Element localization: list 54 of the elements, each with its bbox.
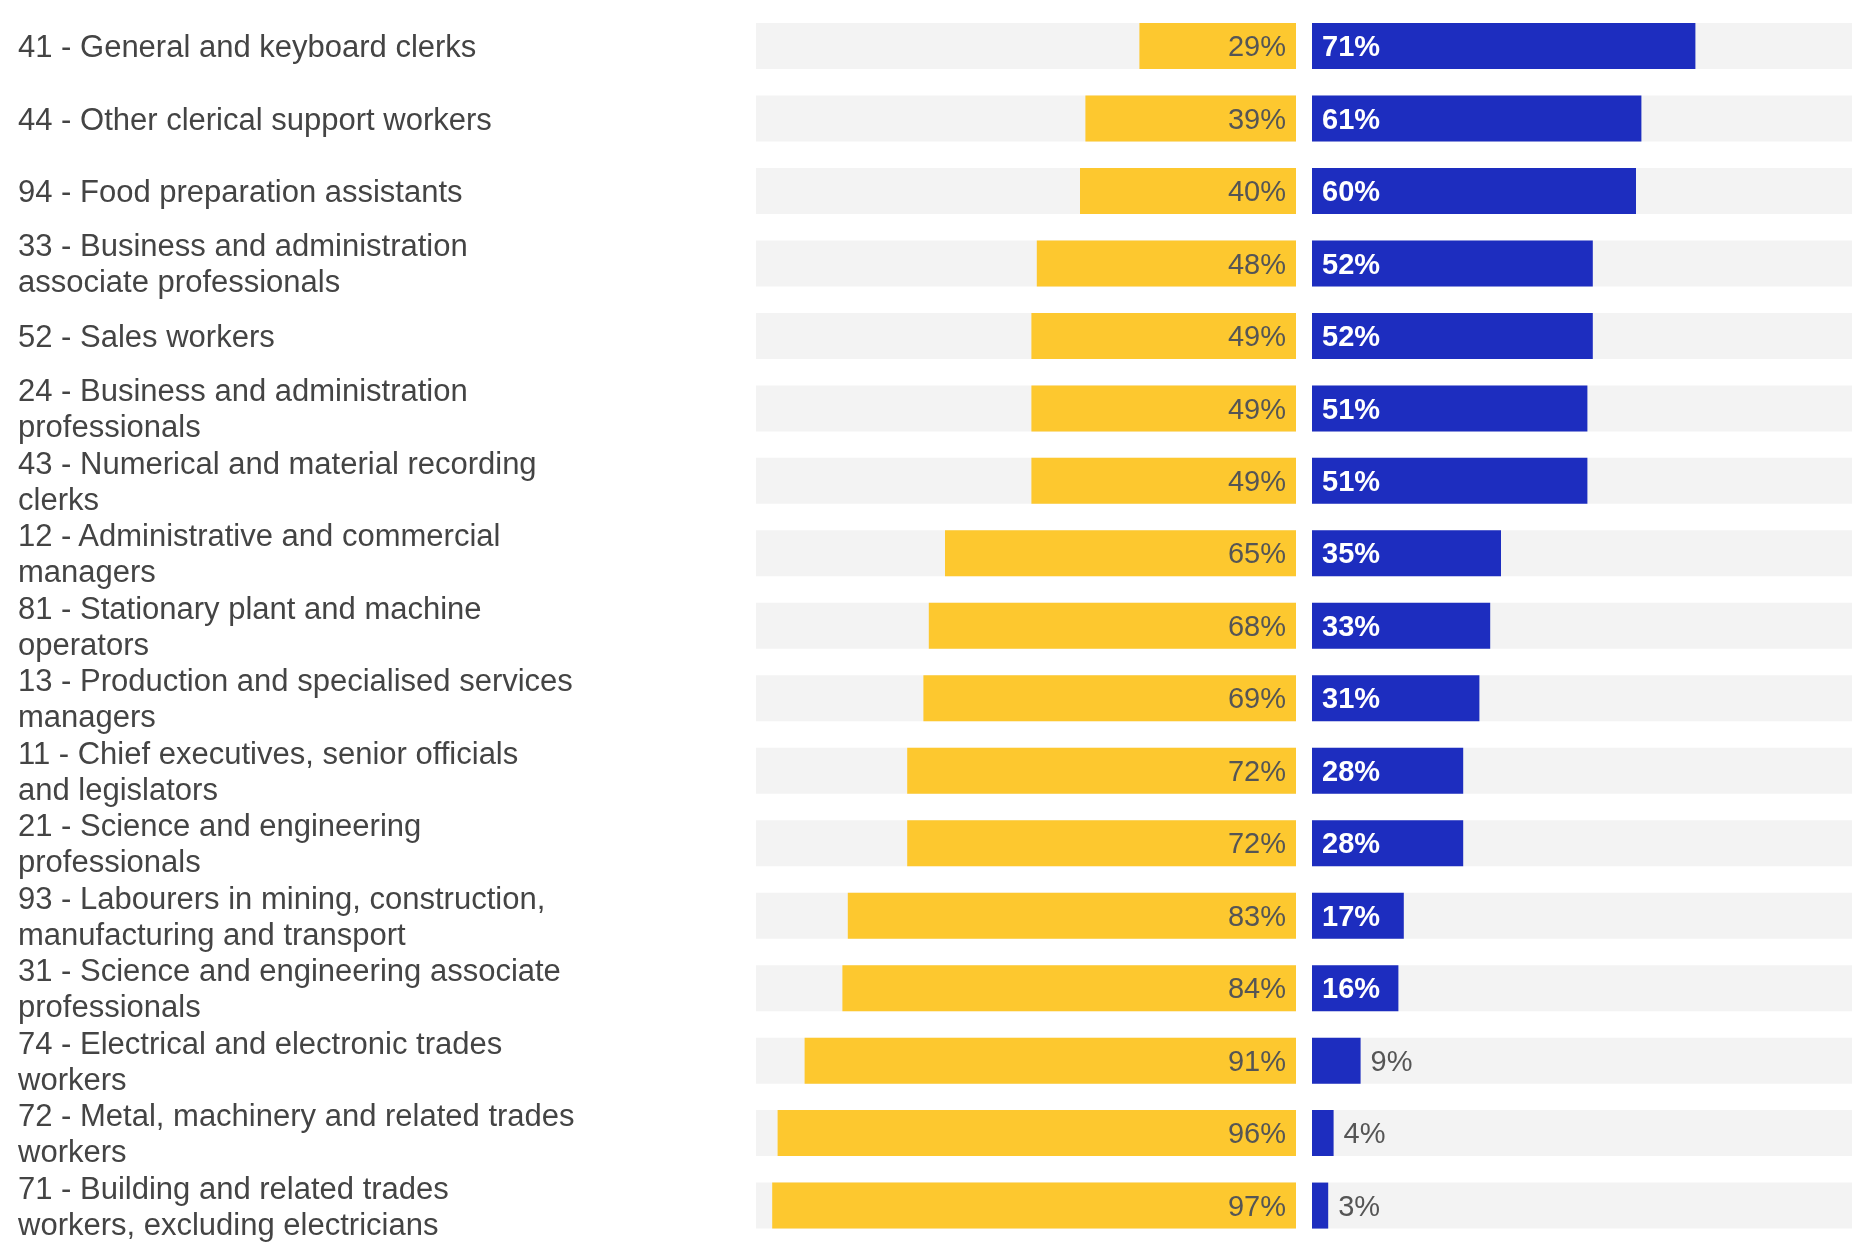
data-label: 49% bbox=[1227, 392, 1286, 425]
bar bbox=[1312, 1182, 1329, 1229]
y-tick-label: 33 - Business and administration associate professionals bbox=[18, 228, 468, 300]
data-label: 60% bbox=[1322, 175, 1381, 208]
y-tick-label: 52 - Sales workers bbox=[18, 318, 275, 354]
data-label: 40% bbox=[1227, 175, 1286, 208]
y-tick-label: 13 - Production and specialised services managers bbox=[18, 663, 573, 735]
data-label: 83% bbox=[1227, 899, 1286, 932]
data-label: 48% bbox=[1227, 247, 1286, 280]
y-tick-label: 11 - Chief executives, senior officials and legislators bbox=[18, 735, 519, 807]
y-tick-label: 71 - Building and related trades workers, excluding electricians bbox=[17, 1170, 449, 1242]
data-label: 33% bbox=[1322, 609, 1381, 642]
data-label: 28% bbox=[1322, 754, 1381, 787]
data-label: 65% bbox=[1227, 537, 1286, 570]
data-label: 28% bbox=[1322, 827, 1381, 860]
data-label: 61% bbox=[1322, 102, 1381, 135]
data-label: 91% bbox=[1227, 1044, 1286, 1077]
y-tick-label: 24 - Business and administration professionals bbox=[18, 373, 468, 445]
y-tick-label: 93 - Labourers in mining, construction, manufacturing and transport bbox=[18, 880, 546, 952]
y-tick-label: 31 - Science and engineering associate professionals bbox=[18, 953, 561, 1025]
data-label: 51% bbox=[1322, 392, 1381, 425]
data-label: 4% bbox=[1343, 1117, 1386, 1150]
data-label: 49% bbox=[1227, 465, 1286, 498]
y-tick-label: 72 - Metal, machinery and related trades workers bbox=[17, 1098, 575, 1170]
bar bbox=[1312, 1037, 1361, 1084]
data-label: 29% bbox=[1227, 30, 1286, 63]
data-label: 84% bbox=[1227, 972, 1286, 1005]
y-tick-label: 94 - Food preparation assistants bbox=[18, 174, 463, 210]
data-label: 16% bbox=[1322, 972, 1381, 1005]
data-label: 52% bbox=[1322, 320, 1381, 353]
data-label: 68% bbox=[1227, 609, 1286, 642]
data-label: 9% bbox=[1370, 1044, 1413, 1077]
y-tick-label: 81 - Stationary plant and machine operators bbox=[18, 590, 482, 662]
data-label: 51% bbox=[1322, 465, 1381, 498]
data-label: 49% bbox=[1227, 320, 1286, 353]
data-label: 69% bbox=[1227, 682, 1286, 715]
data-label: 72% bbox=[1227, 754, 1286, 787]
y-tick-label: 74 - Electrical and electronic trades workers bbox=[17, 1025, 503, 1097]
data-label: 17% bbox=[1322, 899, 1381, 932]
data-label: 97% bbox=[1227, 1189, 1286, 1222]
data-label: 72% bbox=[1227, 827, 1286, 860]
data-label: 39% bbox=[1227, 102, 1286, 135]
data-label: 35% bbox=[1322, 537, 1381, 570]
y-tick-label: 41 - General and keyboard clerks bbox=[18, 29, 477, 65]
y-tick-label: 12 - Administrative and commercial managers bbox=[18, 518, 501, 590]
data-label: 71% bbox=[1322, 30, 1381, 63]
data-label: 3% bbox=[1338, 1189, 1381, 1222]
y-tick-label: 21 - Science and engineering professionals bbox=[18, 808, 422, 880]
y-tick-label: 43 - Numerical and material recording clerks bbox=[18, 445, 537, 517]
data-label: 96% bbox=[1227, 1117, 1286, 1150]
data-label: 31% bbox=[1322, 682, 1381, 715]
data-label: 52% bbox=[1322, 247, 1381, 280]
y-tick-label: 44 - Other clerical support workers bbox=[18, 101, 492, 137]
bar bbox=[1312, 1110, 1334, 1157]
